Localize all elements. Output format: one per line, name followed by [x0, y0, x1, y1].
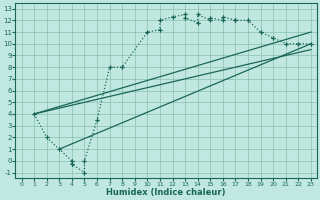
X-axis label: Humidex (Indice chaleur): Humidex (Indice chaleur): [107, 188, 226, 197]
